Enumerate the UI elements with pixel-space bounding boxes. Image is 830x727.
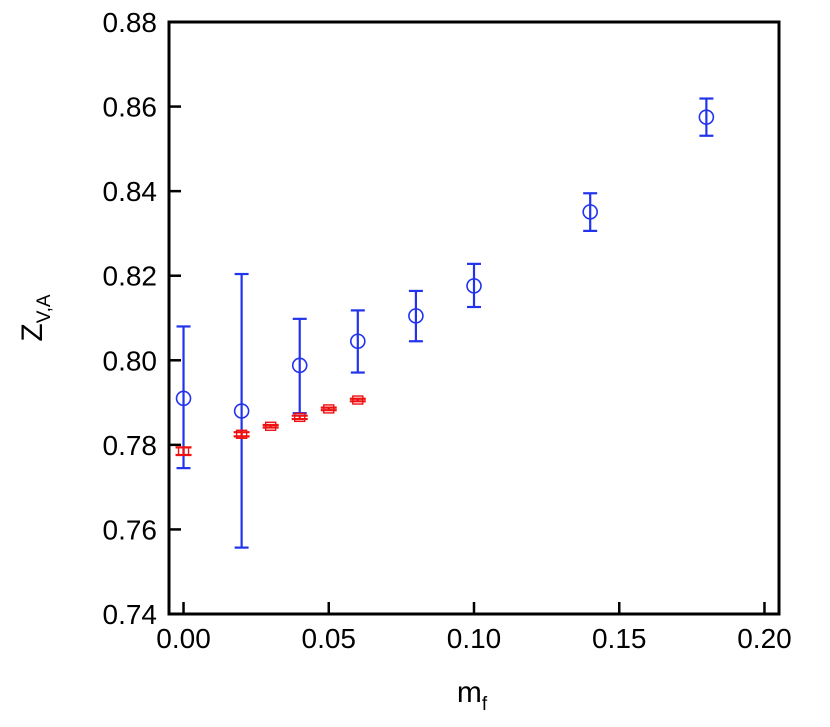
data-point	[352, 395, 364, 405]
x-tick-label: 0.20	[737, 623, 792, 654]
x-axis-label: mf	[457, 676, 488, 715]
data-point	[698, 109, 715, 125]
plot-frame	[167, 20, 781, 616]
y-tick-label: 0.76	[103, 514, 158, 545]
y-tick-label: 0.78	[103, 430, 158, 461]
data-point	[582, 204, 598, 220]
y-tick-label: 0.80	[103, 345, 158, 376]
data-marks	[175, 97, 715, 549]
y-axis-label: ZV,A	[16, 294, 55, 342]
data-point	[350, 333, 366, 350]
y-tick-label: 0.74	[103, 599, 158, 630]
data-point	[408, 308, 424, 324]
y-tick-label: 0.84	[103, 176, 158, 207]
y-tick-label: 0.88	[103, 7, 158, 38]
x-tick-label: 0.15	[592, 623, 647, 654]
data-point	[175, 390, 192, 407]
x-tick-label: 0.00	[156, 623, 211, 654]
y-tick-label: 0.82	[103, 261, 158, 292]
data-point	[177, 446, 190, 456]
series-2	[175, 395, 366, 457]
data-point	[235, 429, 248, 439]
x-tick-label: 0.05	[302, 623, 357, 654]
axis-ticks: 0.00 0.05 0.10 0.15 0.20 0.74 0.76 0.78 0.80 0.82…	[103, 7, 792, 654]
data-point	[233, 403, 250, 419]
x-tick-label: 0.10	[447, 623, 502, 654]
series-1	[175, 97, 715, 549]
data-point	[323, 404, 335, 414]
y-tick-label: 0.86	[103, 92, 158, 123]
data-point	[264, 421, 277, 431]
data-point	[294, 412, 306, 423]
data-point	[291, 357, 308, 374]
data-point	[466, 278, 482, 294]
